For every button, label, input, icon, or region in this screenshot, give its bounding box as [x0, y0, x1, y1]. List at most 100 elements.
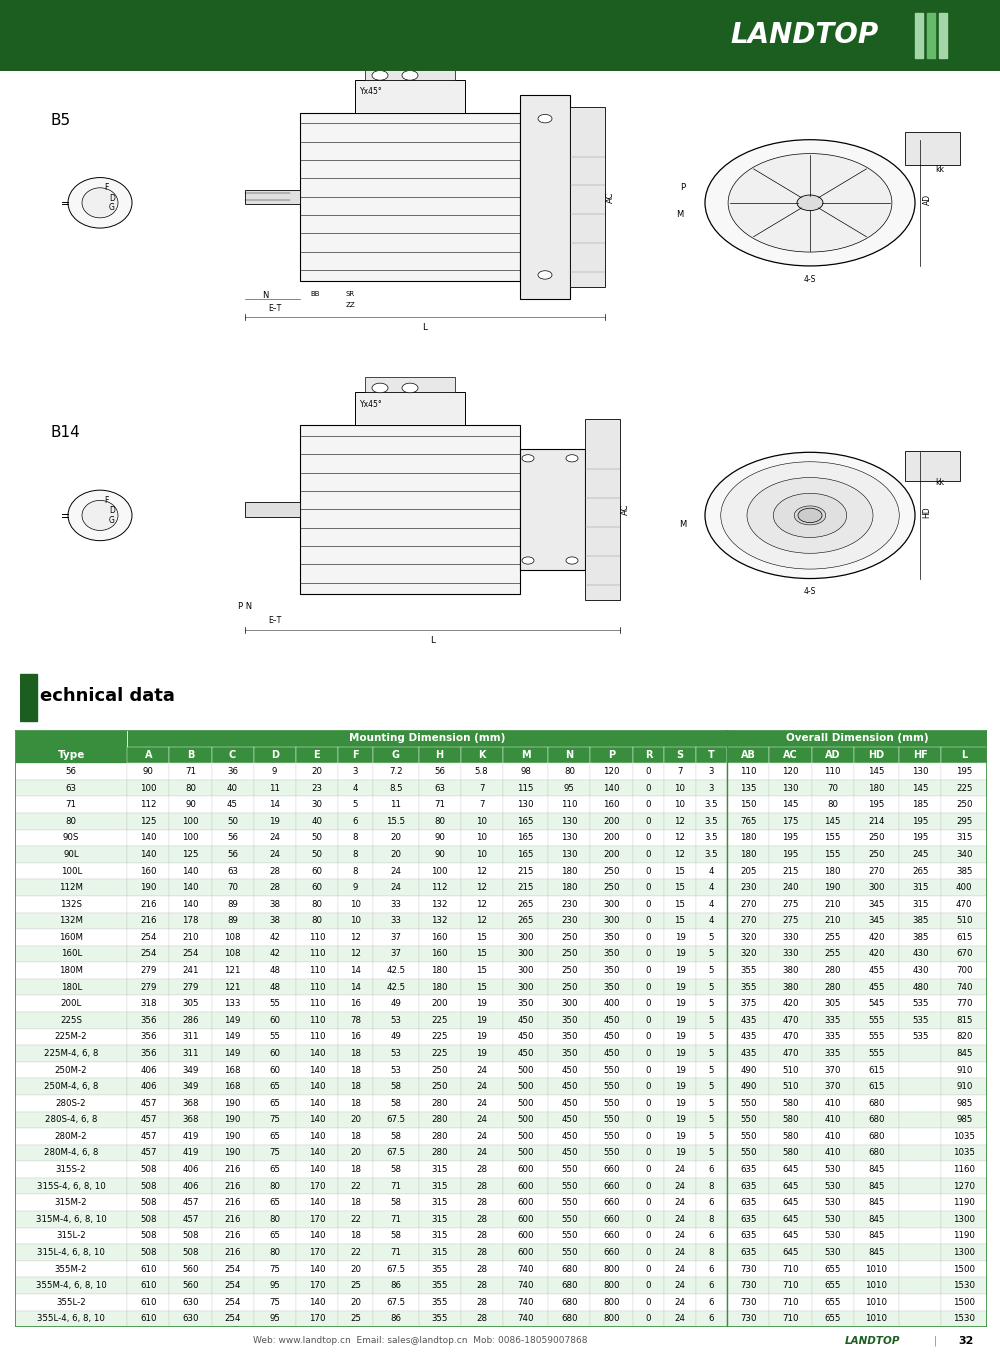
Bar — [461, 829, 503, 847]
Text: 140: 140 — [309, 1132, 325, 1141]
Text: 265: 265 — [517, 900, 534, 909]
Text: 6: 6 — [709, 1297, 714, 1307]
Text: 67.5: 67.5 — [386, 1115, 405, 1125]
Text: 450: 450 — [603, 1016, 620, 1025]
Text: 655: 655 — [824, 1281, 841, 1291]
Text: 225S: 225S — [60, 1016, 82, 1025]
Text: 8.5: 8.5 — [389, 783, 403, 792]
Bar — [941, 1029, 987, 1045]
Text: 730: 730 — [740, 1281, 757, 1291]
Bar — [633, 1012, 664, 1029]
Text: 550: 550 — [603, 1065, 620, 1075]
Text: 180M: 180M — [59, 966, 83, 976]
Text: L: L — [961, 750, 967, 760]
Bar — [941, 930, 987, 946]
Text: 80: 80 — [185, 783, 196, 792]
Bar — [769, 1095, 812, 1111]
Bar — [461, 978, 503, 996]
Bar — [212, 780, 254, 797]
Text: 0: 0 — [646, 849, 651, 859]
Bar — [373, 1128, 419, 1145]
Text: 1190: 1190 — [953, 1198, 975, 1208]
Bar — [812, 763, 854, 780]
Text: 18: 18 — [350, 1065, 361, 1075]
Bar — [419, 962, 461, 978]
Text: 67.5: 67.5 — [386, 1265, 405, 1274]
Text: 24: 24 — [674, 1281, 685, 1291]
Bar — [590, 1061, 633, 1079]
Bar — [812, 847, 854, 863]
Bar — [127, 879, 169, 896]
Text: 635: 635 — [740, 1215, 757, 1224]
Text: 10: 10 — [350, 900, 361, 909]
Bar — [696, 1295, 727, 1311]
Text: 20: 20 — [390, 849, 401, 859]
Bar — [254, 829, 296, 847]
Text: 155: 155 — [824, 833, 841, 843]
Bar — [854, 896, 899, 912]
Bar — [15, 1111, 127, 1128]
Bar — [899, 863, 941, 879]
Bar — [169, 1012, 212, 1029]
Bar — [461, 896, 503, 912]
Text: 28: 28 — [476, 1297, 487, 1307]
Bar — [254, 1210, 296, 1228]
Bar — [548, 1194, 590, 1210]
Text: 350: 350 — [603, 932, 620, 942]
Bar — [212, 1079, 254, 1095]
Bar — [548, 896, 590, 912]
Bar — [245, 190, 300, 204]
Bar — [664, 1295, 696, 1311]
Text: D: D — [109, 194, 115, 202]
Text: 610: 610 — [140, 1297, 157, 1307]
Bar — [590, 829, 633, 847]
Text: 9: 9 — [353, 883, 358, 892]
Bar — [503, 780, 548, 797]
Bar — [338, 962, 373, 978]
Bar — [338, 847, 373, 863]
Text: 985: 985 — [956, 1115, 972, 1125]
Bar — [590, 1261, 633, 1277]
Text: 457: 457 — [182, 1215, 199, 1224]
Bar — [548, 962, 590, 978]
Text: B5: B5 — [50, 113, 70, 128]
Text: 660: 660 — [603, 1215, 620, 1224]
Text: 305: 305 — [182, 999, 199, 1008]
Bar — [212, 978, 254, 996]
Bar — [419, 1045, 461, 1061]
Text: 0: 0 — [646, 883, 651, 892]
Text: 55: 55 — [269, 999, 280, 1008]
Bar — [503, 829, 548, 847]
Bar — [419, 829, 461, 847]
Bar — [169, 1178, 212, 1194]
Bar — [727, 912, 769, 930]
Bar — [899, 746, 941, 763]
Text: AD: AD — [825, 750, 840, 760]
Text: 250: 250 — [431, 1082, 448, 1091]
Text: 1010: 1010 — [865, 1315, 887, 1323]
Text: 254: 254 — [140, 932, 157, 942]
Text: 550: 550 — [561, 1166, 578, 1174]
Text: 19: 19 — [675, 1115, 685, 1125]
Bar — [590, 1194, 633, 1210]
Bar — [373, 1277, 419, 1295]
Text: 180L: 180L — [61, 982, 82, 992]
Text: Mounting Dimension (mm): Mounting Dimension (mm) — [349, 733, 505, 744]
Bar — [503, 930, 548, 946]
Bar — [899, 1178, 941, 1194]
Bar — [15, 930, 127, 946]
Text: 250M-4, 6, 8: 250M-4, 6, 8 — [44, 1082, 98, 1091]
Bar — [373, 797, 419, 813]
Bar — [633, 1145, 664, 1162]
Bar — [15, 1261, 127, 1277]
Text: 457: 457 — [140, 1099, 157, 1107]
Text: 545: 545 — [868, 999, 885, 1008]
Text: 140: 140 — [182, 883, 199, 892]
Text: 530: 530 — [824, 1215, 841, 1224]
Bar — [212, 1045, 254, 1061]
Text: 42: 42 — [269, 950, 280, 958]
Bar — [590, 912, 633, 930]
Bar — [461, 1111, 503, 1128]
Text: 45: 45 — [227, 801, 238, 809]
Bar — [212, 797, 254, 813]
